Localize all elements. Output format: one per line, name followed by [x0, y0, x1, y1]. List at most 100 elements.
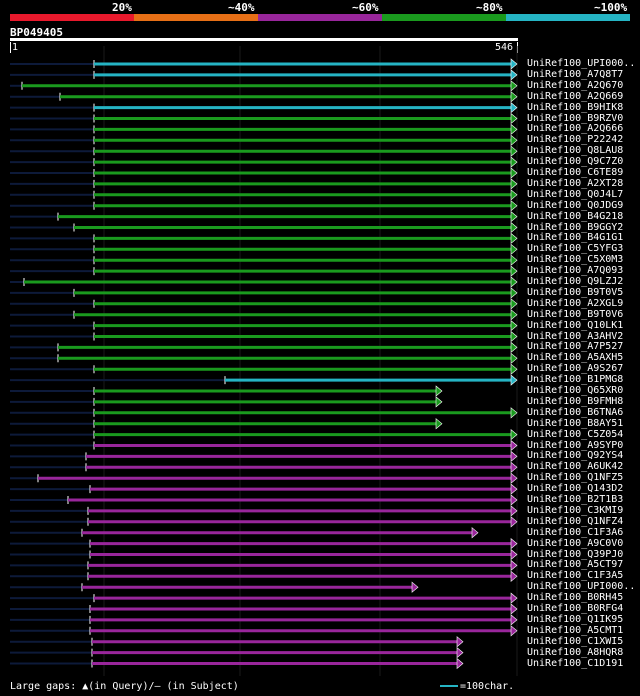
hit-arrow-icon	[510, 374, 518, 386]
hit-arrow-icon	[510, 254, 518, 266]
hit-arrow-icon	[510, 80, 518, 92]
hit-label[interactable]: UniRef100_A2Q670	[527, 79, 624, 91]
hit-label[interactable]: UniRef100_A5CMT1	[527, 624, 624, 636]
hit-arrow-icon	[510, 265, 518, 277]
query-bar	[10, 38, 518, 41]
hit-label[interactable]: UniRef100_A2Q666	[527, 123, 624, 135]
legend-segment-80	[382, 14, 506, 21]
hit-label[interactable]: UniRef100_B1PMG8	[527, 374, 624, 386]
hit-label[interactable]: UniRef100_A2XGL9	[527, 297, 624, 309]
hit-label[interactable]: UniRef100_A7Q8T7	[527, 68, 624, 80]
hit-arrow-icon	[510, 505, 518, 517]
hit-label[interactable]: UniRef100_Q0J4L7	[527, 188, 624, 200]
hit-arrow-icon	[510, 341, 518, 354]
hit-arrow-icon	[510, 570, 518, 582]
hit-label[interactable]: UniRef100_C5Z054	[527, 428, 624, 440]
hit-arrow-icon	[510, 189, 518, 201]
hit-label[interactable]: UniRef100_B2T1B3	[527, 494, 624, 505]
hit-label[interactable]: UniRef100_B6TNA6	[527, 406, 624, 418]
hit-label[interactable]: UniRef100_C5X0M3	[527, 254, 624, 266]
hit-label[interactable]: UniRef100_A8HQR8	[527, 646, 624, 658]
hit-arrow-icon	[510, 178, 518, 190]
hit-arrow-icon	[510, 145, 518, 157]
hit-arrow-icon	[510, 309, 518, 321]
hit-arrow-icon	[510, 112, 518, 125]
hit-arrow-icon	[510, 330, 518, 343]
legend-label-80: ~80%	[476, 1, 503, 14]
hit-label[interactable]: UniRef100_B9HIK8	[527, 101, 624, 113]
hit-arrow-icon	[510, 537, 518, 550]
hit-arrow-icon	[510, 91, 518, 103]
hit-label[interactable]: UniRef100_A9C0V0	[527, 537, 624, 549]
hit-label[interactable]: UniRef100_Q39PJ0	[527, 548, 624, 560]
hit-label[interactable]: UniRef100_A6UK42	[527, 461, 624, 473]
hit-label[interactable]: UniRef100_Q9LZJ2	[527, 276, 624, 287]
hit-arrow-icon	[510, 101, 518, 114]
hit-arrow-icon	[510, 483, 518, 495]
hit-arrow-icon	[510, 516, 518, 528]
legend-segment-60	[258, 14, 382, 21]
hit-label[interactable]: UniRef100_B9GGY2	[527, 221, 624, 233]
hit-arrow-icon	[510, 167, 518, 179]
hit-label[interactable]: UniRef100_A2Q669	[527, 90, 624, 102]
hit-label[interactable]: UniRef100_Q143D2	[527, 483, 624, 495]
legend-segment-100	[506, 14, 630, 21]
query-end-label: 546	[495, 42, 514, 53]
hit-label[interactable]: UniRef100_Q1IK95	[527, 613, 624, 625]
hit-arrow-icon	[456, 657, 464, 670]
hit-label[interactable]: UniRef100_B9RZV0	[527, 112, 624, 124]
hit-label[interactable]: UniRef100_B9T0V6	[527, 308, 624, 320]
hit-arrow-icon	[510, 200, 518, 212]
hit-arrow-icon	[435, 385, 443, 397]
hit-arrow-icon	[510, 319, 518, 332]
footer-gap-legend: Large gaps: ▲(in Query)/– (in Subject)	[10, 681, 239, 692]
hit-label[interactable]: UniRef100_A5CT97	[527, 559, 624, 571]
legend-label-20: 20%	[112, 1, 132, 14]
hit-label[interactable]: UniRef100_Q8LAU8	[527, 145, 624, 157]
hit-label[interactable]: UniRef100_C1XWI5	[527, 635, 624, 647]
hit-label[interactable]: UniRef100_C5YFG3	[527, 243, 624, 255]
hit-arrow-icon	[510, 472, 518, 484]
hit-label[interactable]: UniRef100_Q10LK1	[527, 319, 624, 331]
hit-arrow-icon	[510, 276, 518, 288]
hit-label[interactable]: UniRef100_B4G218	[527, 210, 624, 222]
hit-label[interactable]: UniRef100_C6TE89	[527, 167, 624, 178]
hit-label[interactable]: UniRef100_A7P527	[527, 341, 624, 353]
hit-label[interactable]: UniRef100_A2XT28	[527, 177, 624, 189]
hit-label[interactable]: UniRef100_Q1NFZ5	[527, 472, 624, 484]
hit-arrow-icon	[510, 450, 518, 463]
hit-label[interactable]: UniRef100_C1F3A6	[527, 526, 624, 538]
hit-label[interactable]: UniRef100_B9FMH8	[527, 395, 624, 407]
hit-label[interactable]: UniRef100_C1F3A5	[527, 570, 624, 582]
hit-label[interactable]: UniRef100_B9T0V5	[527, 286, 624, 298]
legend-label-60: ~60%	[352, 1, 379, 14]
footer-scale-legend: =100char.	[440, 681, 514, 692]
hit-label[interactable]: UniRef100_A3AHV2	[527, 330, 624, 342]
legend-segment-40	[134, 14, 258, 21]
hit-label[interactable]: UniRef100_Q1NFZ4	[527, 515, 624, 527]
hit-arrow-icon	[435, 418, 443, 430]
hit-label[interactable]: UniRef100_Q0JDG9	[527, 199, 624, 211]
hit-arrow-icon	[510, 363, 518, 375]
hit-label[interactable]: UniRef100_B4G1G1	[527, 232, 624, 244]
hit-arrow-icon	[510, 134, 518, 146]
hit-label[interactable]: UniRef100_B0RFG4	[527, 603, 624, 614]
query-start-tick	[10, 42, 11, 53]
hit-arrow-icon	[456, 646, 464, 659]
hit-label[interactable]: UniRef100_A7Q093	[527, 265, 624, 277]
hit-label[interactable]: UniRef100_A9S267	[527, 363, 624, 375]
hit-label[interactable]: UniRef100_B0RH45	[527, 592, 624, 604]
hit-label[interactable]: UniRef100_A5AXH5	[527, 352, 624, 364]
hit-label[interactable]: UniRef100_C3KMI9	[527, 504, 624, 516]
hit-label[interactable]: UniRef100_Q65XR0	[527, 385, 624, 396]
hit-label[interactable]: UniRef100_B8AY51	[527, 417, 624, 429]
hit-label[interactable]: UniRef100_C1D191	[527, 657, 624, 669]
hit-label[interactable]: UniRef100_A9SYP0	[527, 439, 624, 451]
hit-label[interactable]: UniRef100_Q92YS4	[527, 450, 624, 462]
hit-label[interactable]: UniRef100_UPI000..	[527, 581, 636, 593]
hit-label[interactable]: UniRef100_P22242	[527, 134, 624, 146]
hit-label[interactable]: UniRef100_UPI000..	[527, 58, 636, 69]
hit-arrow-icon	[510, 592, 518, 604]
hit-label[interactable]: UniRef100_Q9C7Z0	[527, 156, 624, 168]
